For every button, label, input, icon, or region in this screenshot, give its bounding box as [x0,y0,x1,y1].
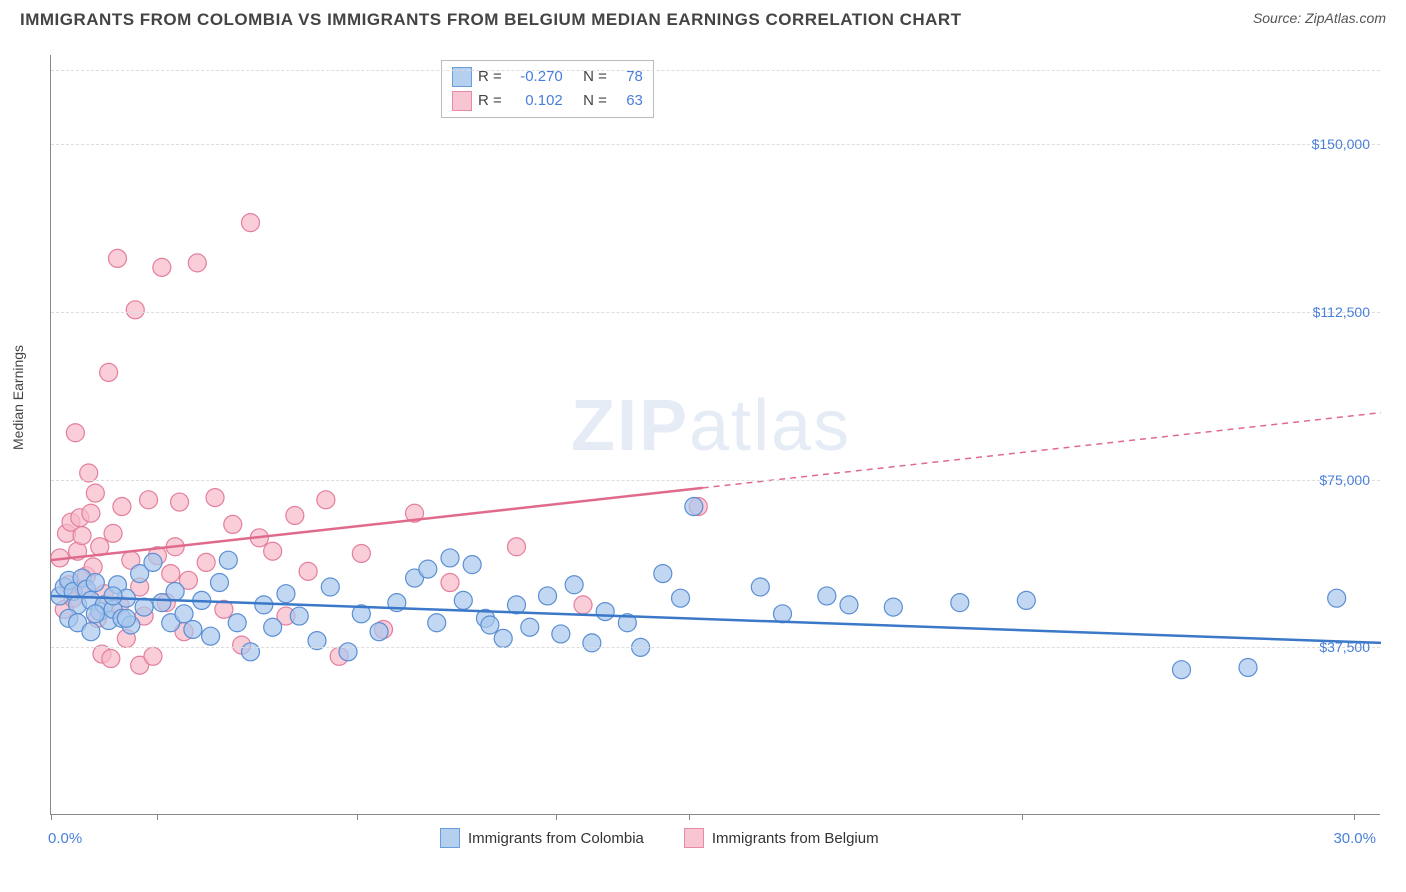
stats-row-colombia: R = -0.270 N = 78 [452,65,643,89]
x-tick [357,814,358,820]
x-tick [157,814,158,820]
y-tick-label: $150,000 [1312,136,1370,152]
scatter-svg [51,55,1381,815]
x-tick [1354,814,1355,820]
chart-title: IMMIGRANTS FROM COLOMBIA VS IMMIGRANTS F… [20,10,962,30]
gridline [51,480,1380,481]
y-tick-label: $37,500 [1319,639,1370,655]
swatch-belgium-icon [684,828,704,848]
swatch-belgium-icon [452,91,472,111]
gridline [51,647,1380,648]
x-axis-min-label: 0.0% [48,830,82,847]
stats-row-belgium: R = 0.102 N = 63 [452,89,643,113]
x-tick [556,814,557,820]
y-axis-label: Median Earnings [10,345,26,450]
x-tick [51,814,52,820]
chart-plot-area: ZIPatlas R = -0.270 N = 78 R = 0.102 N =… [50,55,1380,815]
y-tick-label: $75,000 [1319,472,1370,488]
x-tick [1022,814,1023,820]
bottom-legend: Immigrants from Colombia Immigrants from… [440,828,879,848]
source-attribution: Source: ZipAtlas.com [1253,10,1386,26]
x-axis-max-label: 30.0% [1333,830,1376,847]
gridline [51,312,1380,313]
gridline [51,144,1380,145]
swatch-colombia-icon [440,828,460,848]
y-tick-label: $112,500 [1313,304,1370,320]
gridline [51,70,1380,71]
x-tick [689,814,690,820]
legend-item-belgium: Immigrants from Belgium [684,828,879,848]
correlation-stats-box: R = -0.270 N = 78 R = 0.102 N = 63 [441,60,654,118]
legend-item-colombia: Immigrants from Colombia [440,828,644,848]
